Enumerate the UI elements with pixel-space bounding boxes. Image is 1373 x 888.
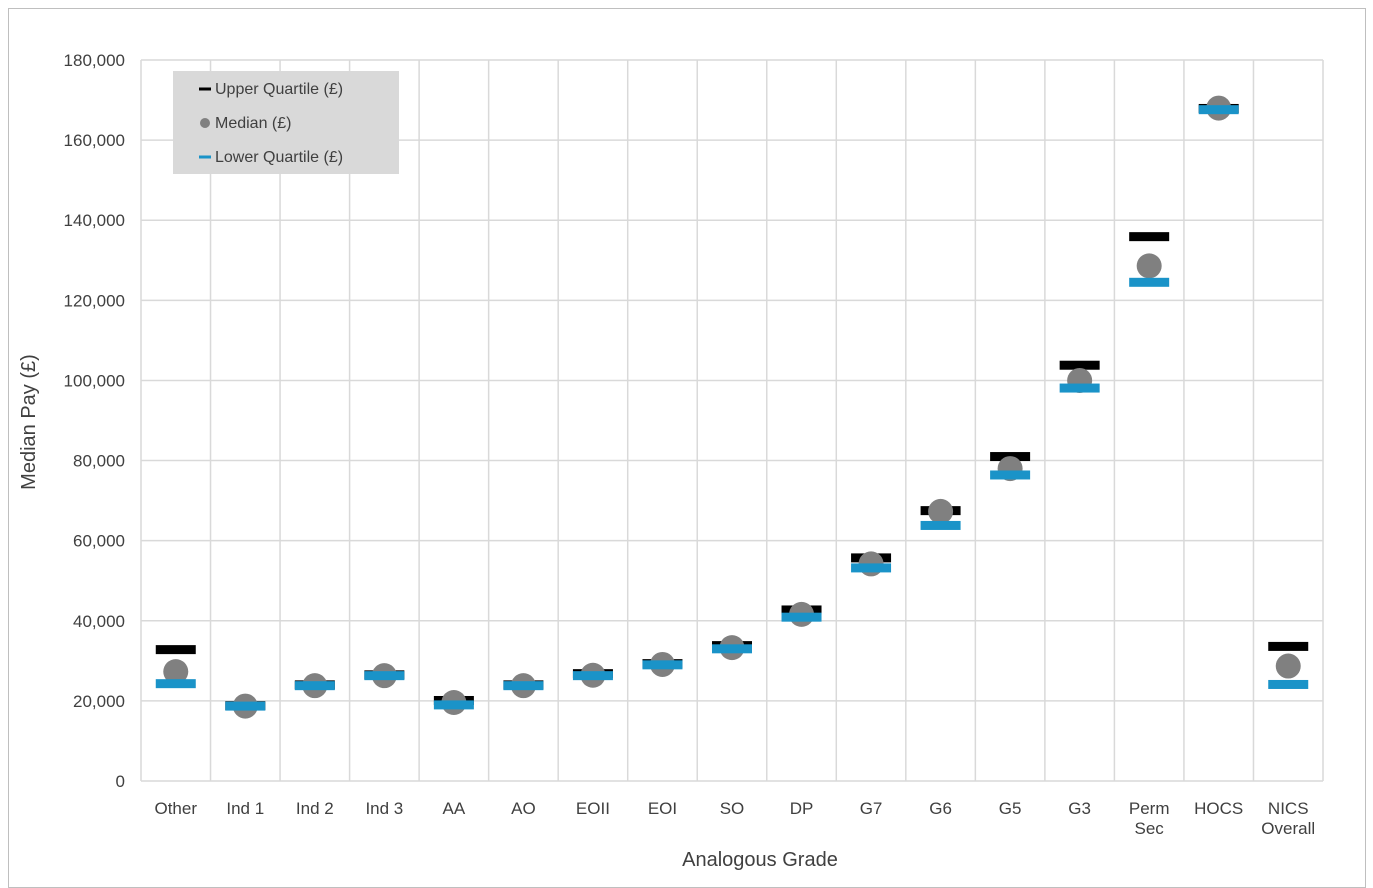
lower-quartile-mark [1198, 105, 1239, 115]
legend-label: Median (£) [215, 115, 291, 132]
x-tick-label: HOCS [1194, 799, 1243, 818]
lower-quartile-mark [642, 660, 683, 670]
median-point [928, 498, 954, 524]
y-tick-label: 60,000 [73, 532, 125, 551]
lower-quartile-mark [1059, 383, 1100, 393]
x-tick-label: G6 [929, 799, 952, 818]
lower-quartile-mark [1268, 679, 1309, 689]
legend-upper-marker [199, 87, 211, 91]
lower-quartile-mark [572, 671, 613, 681]
legend-lower-marker [199, 155, 211, 159]
x-tick-label: Ind 1 [226, 799, 264, 818]
legend-label: Lower Quartile (£) [215, 149, 343, 166]
y-tick-label: 40,000 [73, 612, 125, 631]
x-tick-label: EOI [648, 799, 677, 818]
lower-quartile-mark [990, 470, 1031, 480]
x-axis-title: Analogous Grade [682, 849, 838, 871]
y-axis-ticks: 0 20,000 40,000 60,000 80,000 100,000 120,000 1… [64, 51, 125, 791]
lower-quartile-mark [294, 681, 335, 691]
median-point [1275, 653, 1301, 679]
y-tick-label: 80,000 [73, 452, 125, 471]
y-tick-label: 0 [116, 772, 125, 791]
lower-quartile-mark [503, 681, 544, 691]
legend-median-marker [200, 118, 210, 128]
lower-quartile-mark [851, 563, 892, 573]
lower-quartile-mark [1129, 277, 1170, 287]
lower-quartile-mark [920, 520, 961, 530]
x-tick-label: G7 [860, 799, 883, 818]
x-tick-label: EOII [576, 799, 610, 818]
upper-quartile-mark [1059, 360, 1100, 370]
x-tick-label: Other [154, 799, 197, 818]
y-tick-label: 120,000 [64, 291, 125, 310]
x-tick-label: DP [790, 799, 814, 818]
legend: Upper Quartile (£) Median (£) Lower Quarti… [173, 71, 399, 174]
grid-lines [140, 59, 1324, 782]
x-tick-label: G3 [1068, 799, 1091, 818]
y-tick-label: 160,000 [64, 131, 125, 150]
x-tick-label: G5 [999, 799, 1022, 818]
lower-quartile-mark [433, 700, 474, 710]
x-tick-label: NICS Overall [1261, 799, 1315, 838]
lower-quartile-mark [225, 701, 266, 711]
legend-label: Upper Quartile (£) [215, 81, 343, 98]
upper-quartile-mark [155, 645, 196, 655]
x-axis-ticks: Other Ind 1 Ind 2 Ind 3 AA AO EOII EOI SO DP G7 G6 G… [154, 799, 1315, 838]
lower-quartile-mark [155, 679, 196, 689]
lower-quartile-mark [364, 671, 405, 681]
x-tick-label: AA [443, 799, 466, 818]
y-tick-label: 20,000 [73, 692, 125, 711]
x-tick-label: SO [720, 799, 745, 818]
x-tick-label: Perm Sec [1129, 799, 1170, 838]
y-tick-label: 100,000 [64, 371, 125, 390]
upper-quartile-mark [1129, 232, 1170, 242]
x-tick-label: AO [511, 799, 536, 818]
x-tick-label: Ind 3 [365, 799, 403, 818]
lower-quartile-mark [712, 644, 752, 654]
y-tick-label: 140,000 [64, 211, 125, 230]
upper-quartile-mark [1268, 641, 1309, 651]
lower-quartile-mark [781, 612, 822, 622]
median-point [163, 659, 189, 685]
data-marks [155, 95, 1309, 719]
median-point [1136, 253, 1162, 279]
y-tick-label: 180,000 [64, 51, 125, 70]
x-tick-label: Ind 2 [296, 799, 334, 818]
y-axis-title: Median Pay (£) [18, 354, 40, 490]
